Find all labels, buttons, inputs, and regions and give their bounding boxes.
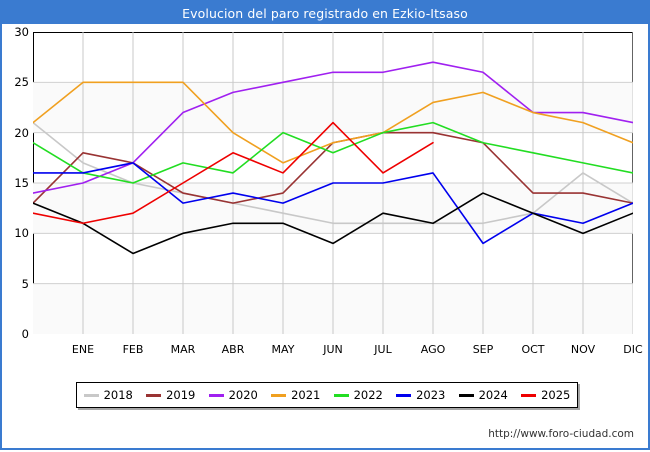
x-axis-tick-label: FEB <box>122 343 144 356</box>
legend-swatch-2018 <box>83 393 99 397</box>
x-axis-tick-label: OCT <box>521 343 545 356</box>
window-title-bar: Evolucion del paro registrado en Ezkio-I… <box>2 2 648 24</box>
legend-label-2024: 2024 <box>478 388 508 402</box>
legend-label-2018: 2018 <box>103 388 133 402</box>
x-axis-tick-label: MAR <box>170 343 196 356</box>
y-axis-tick-label: 0 <box>21 327 29 341</box>
legend-swatch-2020 <box>208 393 224 397</box>
legend-item-2019[interactable]: 2019 <box>146 388 195 402</box>
chart-svg <box>33 32 633 334</box>
legend-label-2023: 2023 <box>416 388 446 402</box>
legend-label-2020: 2020 <box>228 388 258 402</box>
x-axis-tick-label: ENE <box>71 343 95 356</box>
legend-swatch-2021 <box>271 393 287 397</box>
x-axis-tick-label: JUL <box>374 343 392 356</box>
x-axis-tick-label: SEP <box>472 343 494 356</box>
legend-swatch-2023 <box>396 393 412 397</box>
y-axis-tick-label: 10 <box>14 226 29 241</box>
series-line-2025 <box>33 121 434 225</box>
legend-swatch-2022 <box>333 393 349 397</box>
x-axis-tick-label: ABR <box>221 343 245 356</box>
legend-swatch-2025 <box>521 393 537 397</box>
series-line-2022 <box>33 121 633 184</box>
page-title: Evolucion del paro registrado en Ezkio-I… <box>182 5 468 21</box>
legend-item-2024[interactable]: 2024 <box>458 388 508 402</box>
x-axis-tick-label: MAY <box>271 343 295 356</box>
legend-label-2022: 2022 <box>353 388 383 402</box>
legend-item-2022[interactable]: 2022 <box>333 388 383 402</box>
y-axis-tick-label: 30 <box>14 25 29 39</box>
legend-label-2019: 2019 <box>166 388 196 402</box>
x-axis-tick-label: AGO <box>420 343 446 356</box>
x-axis-tick-label: DIC <box>623 343 643 356</box>
legend-item-2020[interactable]: 2020 <box>208 388 258 402</box>
y-axis-tick-label: 20 <box>14 125 29 140</box>
y-axis-tick-label: 25 <box>14 75 29 90</box>
x-axis-tick-label: NOV <box>570 343 596 356</box>
legend-swatch-2019 <box>146 393 162 397</box>
y-axis-tick-label: 15 <box>14 176 29 190</box>
plot-area <box>33 32 633 334</box>
legend-item-2018[interactable]: 2018 <box>83 388 133 402</box>
x-axis-tick-label: JUN <box>323 343 343 356</box>
legend-label-2021: 2021 <box>291 388 321 402</box>
legend-item-2021[interactable]: 2021 <box>271 388 320 402</box>
series-line-2021 <box>33 81 633 164</box>
chart-legend: 2018 2019 2020 2021 2022 2023 2024 2025 <box>76 382 578 408</box>
legend-item-2023[interactable]: 2023 <box>396 388 445 402</box>
source-url: http://www.foro-ciudad.com <box>488 428 634 440</box>
legend-label-2025: 2025 <box>541 388 571 402</box>
legend-swatch-2024 <box>458 393 474 397</box>
series-line-2024 <box>33 192 633 255</box>
y-axis-tick-label: 5 <box>21 276 29 291</box>
legend-item-2025[interactable]: 2025 <box>521 388 570 402</box>
